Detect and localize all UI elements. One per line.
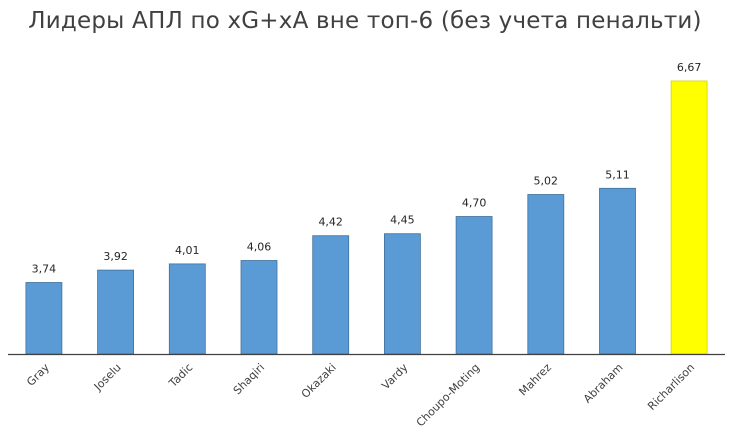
bar-joselu — [97, 269, 134, 355]
bar-tadic — [168, 263, 206, 355]
data-label: 6,67 — [677, 61, 702, 74]
bar-mahrez — [527, 194, 565, 355]
data-label: 3,92 — [103, 250, 128, 263]
data-label: 3,74 — [32, 263, 57, 276]
data-label: 4,70 — [462, 197, 487, 210]
data-label: 4,01 — [175, 244, 200, 257]
value-labels-layer: 3,74 3,92 4,01 4,06 4,42 4,45 4,70 5,02 5,11 6,67 — [32, 61, 702, 276]
bar-okazaki — [312, 235, 350, 355]
data-label: 4,45 — [390, 214, 415, 227]
data-label: 4,42 — [318, 216, 343, 229]
x-tick-label: Tadic — [166, 361, 196, 391]
chart-title: Лидеры АПЛ по xG+xA вне топ-6 (без учета… — [28, 8, 702, 34]
bar-shaqiri — [240, 260, 278, 355]
bar-choupo-moting — [455, 216, 493, 355]
bar-abraham — [599, 187, 636, 355]
bar-gray — [25, 282, 63, 355]
x-tick-label: Joselu — [91, 361, 124, 394]
x-tick-label: Richarlison — [645, 361, 697, 413]
data-label: 4,06 — [247, 241, 272, 254]
bars-layer — [25, 80, 708, 355]
data-label: 5,11 — [605, 168, 630, 181]
bar-richarlison — [670, 80, 708, 355]
x-tick-label: Choupo-Moting — [414, 361, 482, 429]
x-tick-label: Shaqiri — [231, 361, 267, 397]
category-ticks-layer: Gray Joselu Tadic Shaqiri Okazaki Vardy Choupo… — [24, 361, 697, 430]
bar-vardy — [383, 233, 421, 355]
x-tick-label: Abraham — [581, 361, 626, 406]
data-label: 5,02 — [534, 175, 559, 188]
x-tick-label: Vardy — [379, 361, 411, 393]
x-tick-label: Mahrez — [516, 361, 554, 399]
x-tick-label: Okazaki — [299, 361, 339, 401]
x-tick-label: Gray — [24, 361, 52, 389]
